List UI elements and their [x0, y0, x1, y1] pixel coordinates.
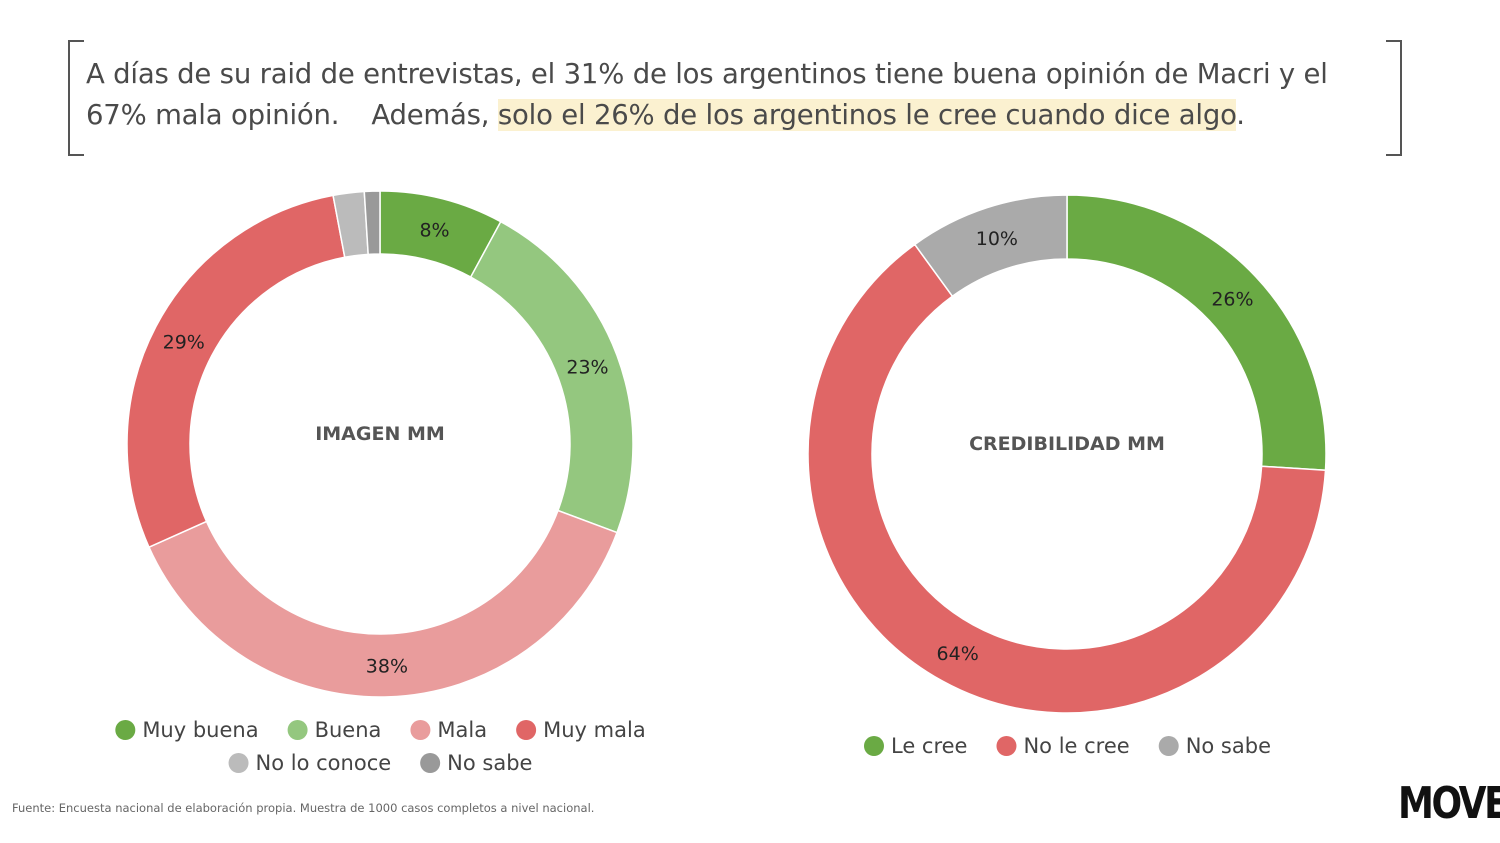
chart1-legend-label: Mala — [437, 718, 487, 742]
chart2-data-label: 26% — [1211, 289, 1253, 311]
chart1-legend-swatch — [420, 753, 441, 773]
chart1-data-label: 8% — [419, 219, 449, 241]
headline-box: A días de su raid de entrevistas, el 31%… — [68, 40, 1402, 156]
chart2-slice-le-cree — [1066, 194, 1327, 472]
chart1-data-label: 29% — [163, 331, 205, 353]
chart1-slice-no-sabe — [363, 190, 381, 256]
left-bracket — [68, 40, 84, 156]
chart1-slice-buena — [469, 220, 634, 534]
chart2-center-label: CREDIBILIDAD MM — [969, 433, 1165, 455]
chart1-legend-label: Buena — [315, 718, 382, 742]
chart2-data-label: 10% — [976, 228, 1018, 250]
chart1-data-label: 38% — [366, 655, 408, 677]
chart2-legend-swatch — [1158, 736, 1179, 756]
chart2-legend-swatch — [996, 736, 1017, 756]
headline-part1: A días de su raid de entrevistas, el 31%… — [86, 58, 1328, 131]
right-bracket — [1386, 40, 1402, 156]
chart2-legend-label: Le cree — [891, 734, 967, 758]
chart1-legend-swatch — [410, 720, 431, 740]
chart2-data-label: 64% — [937, 643, 979, 665]
chart2-slice-no-le-cree — [807, 243, 1327, 714]
headline-end: . — [1236, 99, 1245, 131]
chart1-legend-label: No lo conoce — [256, 751, 392, 775]
headline: A días de su raid de entrevistas, el 31%… — [86, 54, 1386, 136]
headline-part2: Además, — [371, 99, 490, 131]
chart1-legend-swatch — [516, 720, 537, 740]
chart2-legend-label: No sabe — [1186, 734, 1271, 758]
chart2-legend-swatch — [863, 736, 884, 756]
chart1-legend-label: Muy buena — [142, 718, 258, 742]
chart1-legend-swatch — [287, 720, 308, 740]
chart1-legend-label: No sabe — [447, 751, 532, 775]
chart1-slice-mala — [147, 509, 618, 698]
chart2-slice-no-sabe — [913, 194, 1068, 298]
chart1-legend-swatch — [115, 720, 136, 740]
chart1-legend-label: Muy mala — [543, 718, 646, 742]
chart2-legend-label: No le cree — [1023, 734, 1129, 758]
headline-highlight: solo el 26% de los argentinos le cree cu… — [497, 99, 1237, 131]
brand-logo: MOVE — [1398, 778, 1500, 829]
chart1-data-label: 23% — [566, 356, 608, 378]
source-note: Fuente: Encuesta nacional de elaboración… — [12, 801, 595, 815]
chart1-slice-muy-mala — [126, 194, 346, 549]
chart1-center-label: IMAGEN MM — [315, 423, 445, 445]
chart1-legend-swatch — [228, 753, 249, 773]
